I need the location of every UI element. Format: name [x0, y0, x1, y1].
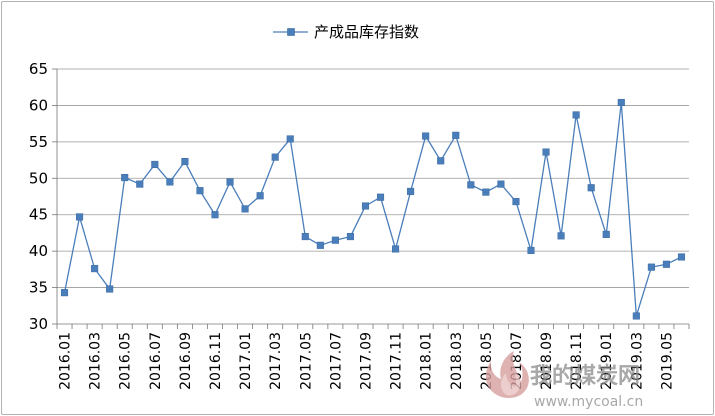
x-tick-label: 2016.07	[148, 332, 164, 390]
x-tick-label: 2019.03	[629, 332, 645, 390]
data-point	[316, 241, 324, 249]
x-tick-label: 2017.11	[389, 332, 405, 390]
series-line	[63, 102, 682, 317]
x-tick-label: 2018.11	[569, 332, 585, 390]
x-tick-label: 2017.09	[358, 332, 374, 390]
data-point	[136, 180, 144, 188]
data-point	[121, 174, 129, 182]
data-point	[392, 245, 400, 253]
data-point	[196, 187, 204, 195]
data-point	[467, 181, 475, 189]
data-point	[226, 178, 234, 186]
x-tick-label: 2016.03	[88, 332, 104, 390]
flame-icon	[485, 351, 529, 399]
data-point	[497, 180, 505, 188]
data-point	[256, 192, 264, 200]
data-point	[60, 289, 69, 297]
x-tick-label: 2017.03	[268, 332, 284, 390]
data-point	[181, 157, 189, 166]
data-point	[437, 157, 445, 165]
y-tick-label: 60	[29, 96, 48, 114]
data-point	[106, 285, 114, 293]
x-tick-label: 2017.01	[238, 332, 254, 390]
x-tick-label: 2016.01	[58, 332, 74, 390]
y-tick-label: 40	[29, 242, 48, 260]
x-tick-label: 2016.11	[208, 332, 224, 390]
data-point	[166, 178, 174, 186]
legend: 产成品库存指数	[273, 23, 419, 41]
data-point	[407, 187, 415, 195]
data-point	[271, 153, 279, 161]
data-point	[301, 233, 309, 241]
y-tick-label: 35	[29, 279, 48, 297]
data-point	[632, 312, 640, 320]
data-point	[662, 260, 670, 268]
data-point	[512, 198, 520, 206]
y-tick-label: 50	[29, 169, 48, 187]
data-point	[647, 263, 655, 271]
data-point	[557, 232, 565, 240]
data-point	[617, 98, 625, 107]
data-point	[76, 213, 84, 221]
data-point	[602, 230, 610, 238]
watermark-logo: 我的煤炭网 www.mycoal.cn	[485, 351, 643, 410]
legend-marker	[287, 28, 295, 36]
x-tick-label: 2017.05	[298, 332, 314, 390]
series-inventory-index	[60, 98, 686, 320]
data-point	[286, 135, 294, 143]
data-point	[151, 160, 159, 168]
watermark-brand: 我的煤炭网	[530, 363, 640, 389]
x-tick-label: 2018.09	[539, 332, 555, 390]
x-tick-label: 2018.03	[449, 332, 465, 390]
x-tick-label: 2019.01	[599, 332, 615, 390]
y-tick-label: 30	[29, 315, 48, 333]
x-tick-label: 2018.01	[419, 332, 435, 390]
y-axis-ticks: 30 35 40 45 50 55 60 65	[29, 60, 57, 333]
data-point	[527, 246, 535, 254]
data-point	[91, 265, 99, 273]
x-tick-label: 2016.05	[118, 332, 134, 390]
y-tick-label: 65	[29, 60, 48, 78]
data-point	[677, 253, 686, 261]
x-axis-ticks: 2016.01 2016.03 2016.05 2016.07 2016.09 2016.…	[56, 324, 690, 390]
data-point	[361, 202, 370, 210]
data-point	[241, 205, 249, 213]
x-tick-label: 2016.09	[178, 332, 194, 390]
data-point	[542, 148, 550, 156]
gridlines	[57, 68, 689, 288]
watermark-url: www.mycoal.cn	[534, 394, 643, 410]
y-tick-label: 55	[29, 133, 48, 151]
data-point	[346, 233, 354, 241]
data-point	[572, 111, 580, 119]
data-point	[211, 211, 219, 219]
data-point	[482, 188, 490, 196]
x-tick-label: 2017.07	[328, 332, 344, 390]
data-point	[422, 132, 430, 140]
data-point	[331, 236, 339, 244]
legend-label: 产成品库存指数	[314, 23, 419, 41]
data-point	[587, 184, 595, 192]
data-point	[376, 193, 385, 201]
y-tick-label: 45	[29, 206, 48, 224]
x-tick-label: 2019.05	[659, 332, 675, 390]
data-point	[452, 131, 460, 139]
